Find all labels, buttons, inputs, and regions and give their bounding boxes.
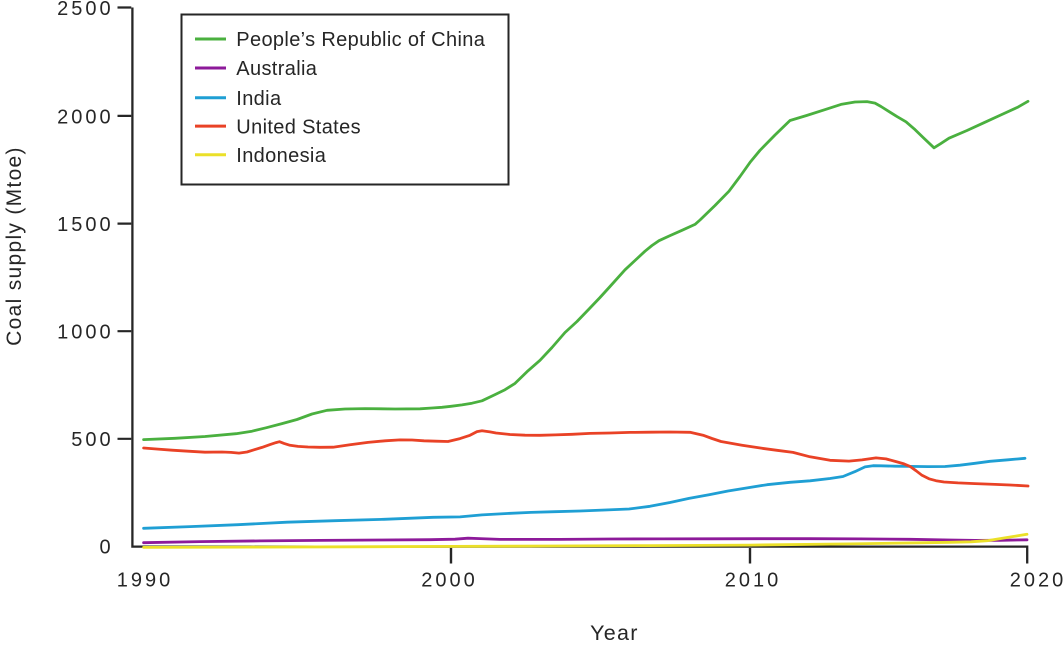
svg-text:2020: 2020: [1010, 569, 1064, 591]
svg-text:0: 0: [99, 537, 113, 559]
svg-text:Coal supply (Mtoe): Coal supply (Mtoe): [3, 146, 26, 346]
svg-text:1990: 1990: [117, 569, 174, 591]
svg-text:2000: 2000: [57, 106, 114, 128]
svg-text:People’s Republic of China: People’s Republic of China: [236, 29, 485, 51]
svg-text:United States: United States: [236, 116, 361, 138]
svg-text:1500: 1500: [57, 214, 114, 236]
svg-text:2010: 2010: [725, 569, 782, 591]
svg-text:Indonesia: Indonesia: [236, 145, 326, 167]
svg-text:India: India: [236, 88, 282, 110]
svg-text:Australia: Australia: [236, 58, 317, 80]
svg-text:500: 500: [71, 429, 113, 451]
svg-text:2500: 2500: [57, 0, 114, 20]
svg-text:2000: 2000: [421, 569, 478, 591]
svg-text:Year: Year: [590, 621, 639, 645]
svg-text:1000: 1000: [57, 321, 114, 343]
